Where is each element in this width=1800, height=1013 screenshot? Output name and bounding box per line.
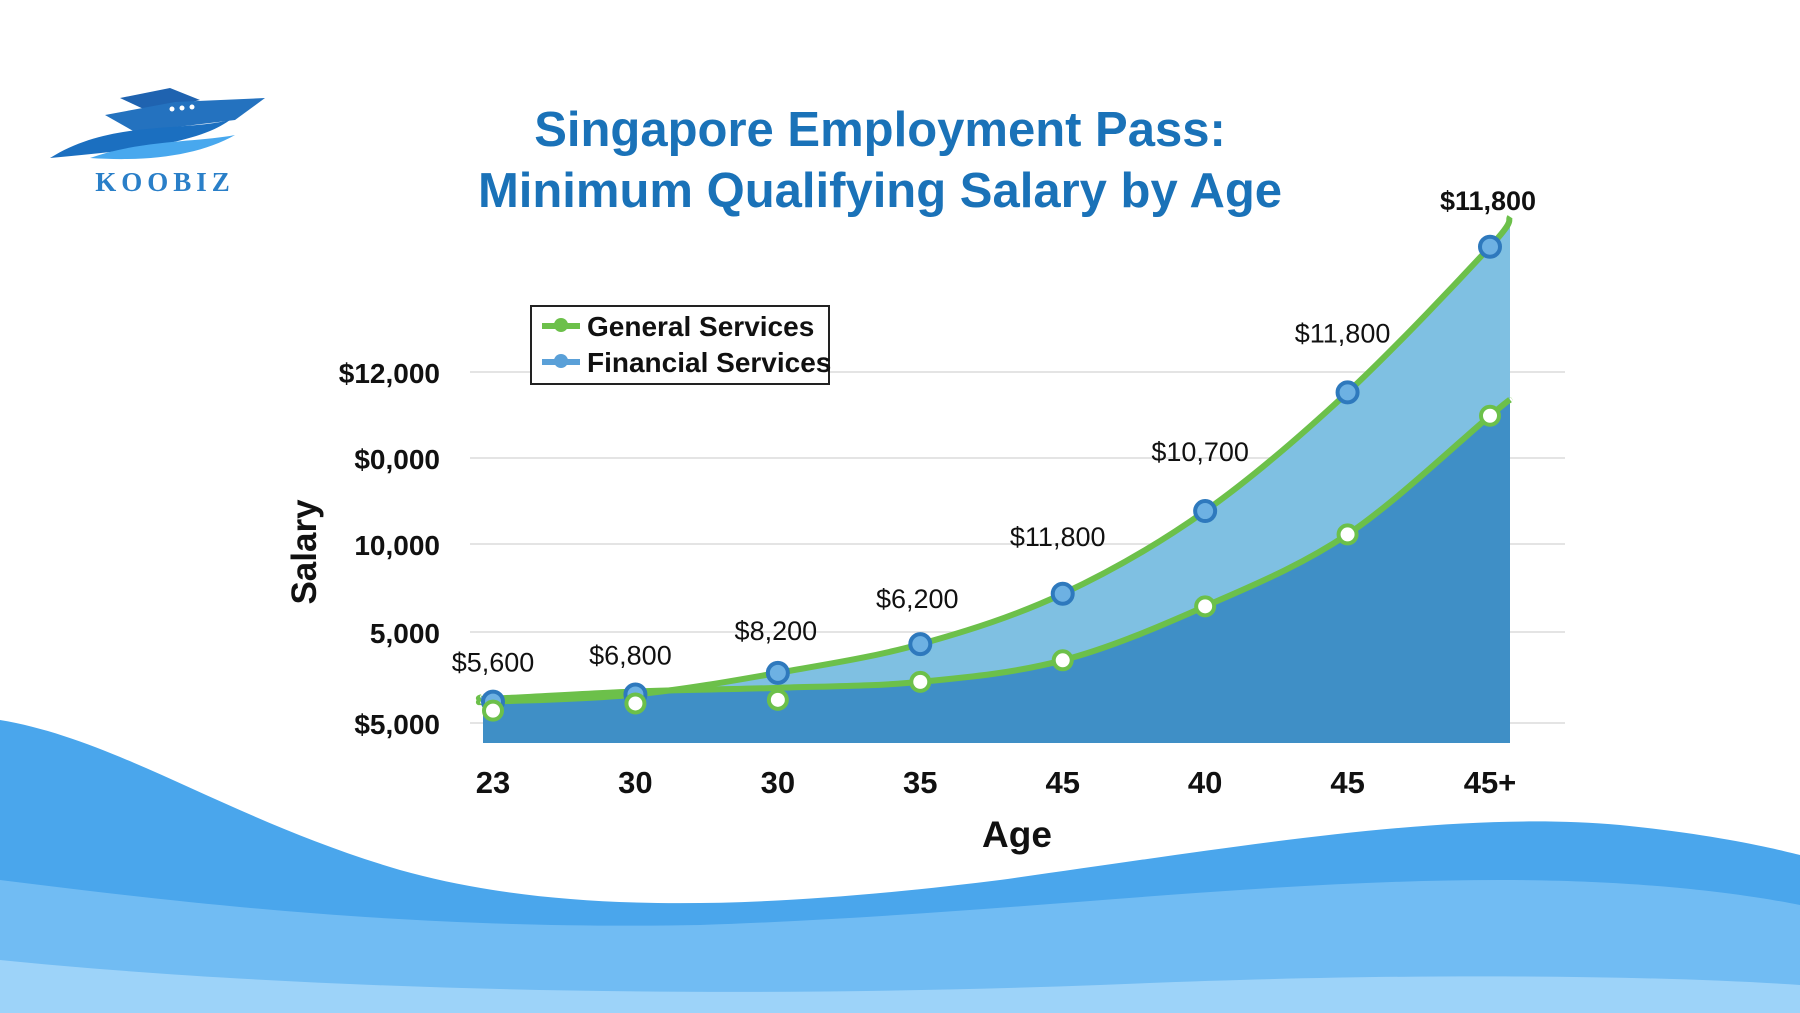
y-tick-label-1: $0,000 <box>354 444 440 475</box>
y-tick-label-4: $5,000 <box>354 709 440 740</box>
point-general-6 <box>1336 523 1359 546</box>
chart-legend: General Services Financial Services <box>530 305 832 385</box>
point-financial-5 <box>1193 499 1218 524</box>
x-axis-label: Age <box>982 814 1052 855</box>
legend-label-financial: Financial Services <box>587 347 832 378</box>
line-financial-services <box>476 215 1513 706</box>
chart-title: Singapore Employment Pass: Minimum Quali… <box>350 100 1410 222</box>
chart-points <box>481 234 1502 722</box>
point-financial-6 <box>1335 380 1360 405</box>
chart-areas <box>478 216 1511 743</box>
point-financial-4 <box>1050 581 1075 606</box>
point-general-0 <box>482 699 504 722</box>
data-label-5: $10,700 <box>1151 437 1249 467</box>
brand-name: KOOBIZ <box>95 167 235 197</box>
x-tick-label-0: 23 <box>476 765 510 800</box>
y-tick-label-3: 5,000 <box>370 618 440 649</box>
koobiz-logo: KOOBIZ <box>50 80 280 200</box>
data-label-7: $11,800 <box>1440 186 1536 216</box>
point-general-2 <box>766 688 789 711</box>
point-financial-3 <box>908 632 933 657</box>
y-tick-label-0: $12,000 <box>339 358 440 389</box>
chart-lines <box>476 215 1513 706</box>
point-general-3 <box>909 670 932 693</box>
legend-swatch-financial <box>542 354 580 368</box>
point-financial-2 <box>765 660 790 685</box>
data-label-2: $8,200 <box>735 616 818 646</box>
x-tick-label-4: 45 <box>1045 765 1079 800</box>
data-label-0: $5,600 <box>452 648 535 678</box>
data-label-1: $6,800 <box>589 640 672 670</box>
chart-title-line-2: Minimum Qualifying Salary by Age <box>477 164 1283 218</box>
x-tick-label-5: 40 <box>1188 765 1222 800</box>
area-general-services <box>478 399 1511 743</box>
x-tick-label-2: 30 <box>761 765 795 800</box>
data-labels: $5,600 $6,800 $8,200 $6,200 $11,800 $10,700 $1… <box>452 186 1536 678</box>
background-wave <box>0 720 1800 1013</box>
legend-label-general: General Services <box>587 311 815 342</box>
y-axis-label: Salary <box>285 499 324 605</box>
legend-swatch-general <box>542 318 580 332</box>
x-tick-label-3: 35 <box>903 765 937 800</box>
chart-title-line-1: Singapore Employment Pass: <box>534 103 1226 157</box>
x-tick-label-7: 45+ <box>1464 765 1517 800</box>
data-label-4: $11,800 <box>1010 522 1106 552</box>
ship-logo-icon <box>50 88 265 160</box>
x-tick-label-6: 45 <box>1330 765 1364 800</box>
point-general-5 <box>1194 595 1217 618</box>
data-label-3: $6,200 <box>876 584 959 614</box>
x-tick-label-1: 30 <box>618 765 652 800</box>
y-tick-label-2: 10,000 <box>354 530 440 561</box>
tick-labels: $12,000 $0,000 10,000 5,000 $5,000 23 30 30 35 45… <box>339 358 1517 800</box>
data-label-6: $11,800 <box>1295 318 1391 348</box>
point-general-1 <box>624 692 647 715</box>
point-general-4 <box>1051 649 1074 672</box>
line-general-services <box>476 397 1513 702</box>
point-financial-7 <box>1478 234 1502 259</box>
point-general-7 <box>1479 404 1501 427</box>
